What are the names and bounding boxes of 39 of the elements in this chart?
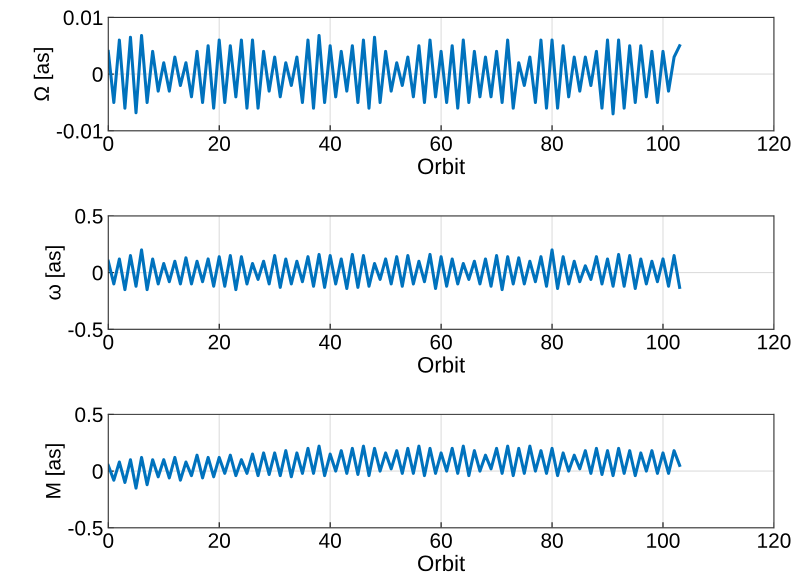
x-tick-label: 100 [647,136,680,151]
x-tick-label: 60 [430,533,452,548]
x-tick-label: 100 [647,334,680,350]
y-axis-title: M [as] [45,444,65,498]
line-series [108,34,682,116]
y-tick-label: -0.01 [56,124,102,139]
x-tick-label: 100 [647,533,680,548]
y-tick-label: 0.01 [64,10,102,26]
x-tick-label: 20 [208,334,230,350]
line-series [108,444,682,490]
x-tick-label: 60 [430,136,452,151]
x-tick-label: 20 [208,136,230,151]
x-tick-label: 40 [319,533,341,548]
x-tick-label: 120 [758,136,790,151]
x-tick-label: 20 [208,533,230,548]
x-tick-label: 80 [541,136,563,151]
x-tick-label: 120 [758,533,790,548]
x-axis-title: Orbit [418,356,466,373]
x-tick-label: 0 [103,136,114,151]
y-axis-title: Ω [as] [34,48,54,101]
y-tick-label: 0 [92,464,103,479]
y-tick-label: 0 [92,266,103,280]
x-tick-label: 40 [319,334,341,350]
y-tick-label: 0 [92,67,103,82]
y-tick-label: 0.5 [75,208,103,224]
x-axis-title: Orbit [418,554,466,572]
x-tick-label: 80 [541,334,563,350]
x-axis-title: Orbit [418,158,466,174]
x-tick-label: 80 [541,533,563,548]
y-axis-title: ω [as] [45,246,65,300]
x-tick-label: 40 [319,136,341,151]
y-tick-label: -0.5 [68,322,103,338]
x-tick-label: 60 [430,334,452,350]
y-tick-label: -0.5 [68,520,103,536]
line-series [108,248,682,292]
x-tick-label: 120 [758,334,790,350]
x-tick-label: 0 [103,533,114,548]
x-tick-label: 0 [103,334,114,350]
y-tick-label: 0.5 [75,407,103,422]
